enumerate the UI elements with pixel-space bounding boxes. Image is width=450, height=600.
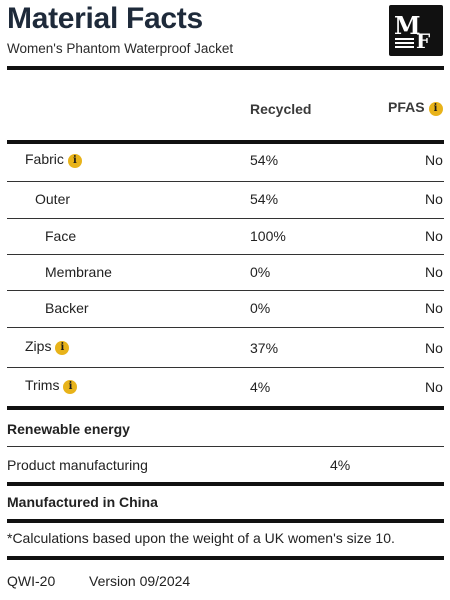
recycled-value: 37% [250, 340, 279, 356]
recycled-value: 100% [250, 228, 286, 244]
row-label: Zips i [25, 338, 70, 355]
row-divider [7, 446, 444, 447]
recycled-value: 0% [250, 264, 271, 280]
row-label: Trims i [25, 377, 78, 394]
section-divider [7, 406, 444, 410]
info-icon[interactable]: i [55, 341, 70, 355]
table-header-divider [7, 140, 444, 144]
row-divider [7, 327, 444, 328]
info-icon[interactable]: i [63, 380, 78, 394]
row-label: Membrane [45, 264, 112, 280]
svg-text:M: M [394, 11, 421, 40]
row-divider [7, 290, 444, 291]
recycled-value: 0% [250, 300, 271, 316]
row-divider [7, 181, 444, 182]
pfas-value: No [425, 228, 443, 244]
footer-divider [7, 556, 444, 560]
pfas-value: No [425, 379, 443, 395]
row-label: Outer [35, 191, 71, 207]
row-divider [7, 254, 444, 255]
pfas-value: No [425, 152, 443, 168]
product-name: Women's Phantom Waterproof Jacket [7, 41, 234, 56]
recycled-value: 54% [250, 152, 279, 168]
manufactured-in-label: Manufactured in China [7, 494, 158, 510]
pfas-column-header: PFAS i [388, 99, 443, 116]
footnote: *Calculations based upon the weight of a… [7, 530, 395, 546]
header-divider [7, 66, 444, 70]
mf-logo: M F [389, 5, 443, 56]
recycled-column-header: Recycled [250, 101, 312, 117]
pfas-value: No [425, 340, 443, 356]
renewable-energy-heading: Renewable energy [7, 421, 130, 437]
product-manufacturing-value: 4% [330, 457, 351, 473]
section-divider [7, 482, 444, 486]
product-code: QWI-20 [7, 573, 56, 589]
svg-text:F: F [416, 29, 430, 53]
row-divider [7, 367, 444, 368]
row-label: Fabric i [25, 151, 82, 168]
section-divider [7, 519, 444, 523]
version-label: Version 09/2024 [89, 573, 191, 589]
row-label: Backer [45, 300, 89, 316]
pfas-value: No [425, 264, 443, 280]
recycled-value: 4% [250, 379, 271, 395]
pfas-value: No [425, 300, 443, 316]
info-icon[interactable]: i [67, 154, 82, 168]
info-icon[interactable]: i [428, 102, 443, 116]
product-manufacturing-label: Product manufacturing [7, 457, 148, 473]
recycled-value: 54% [250, 191, 279, 207]
row-divider [7, 218, 444, 219]
page-title: Material Facts [7, 2, 203, 35]
pfas-value: No [425, 191, 443, 207]
row-label: Face [45, 228, 77, 244]
